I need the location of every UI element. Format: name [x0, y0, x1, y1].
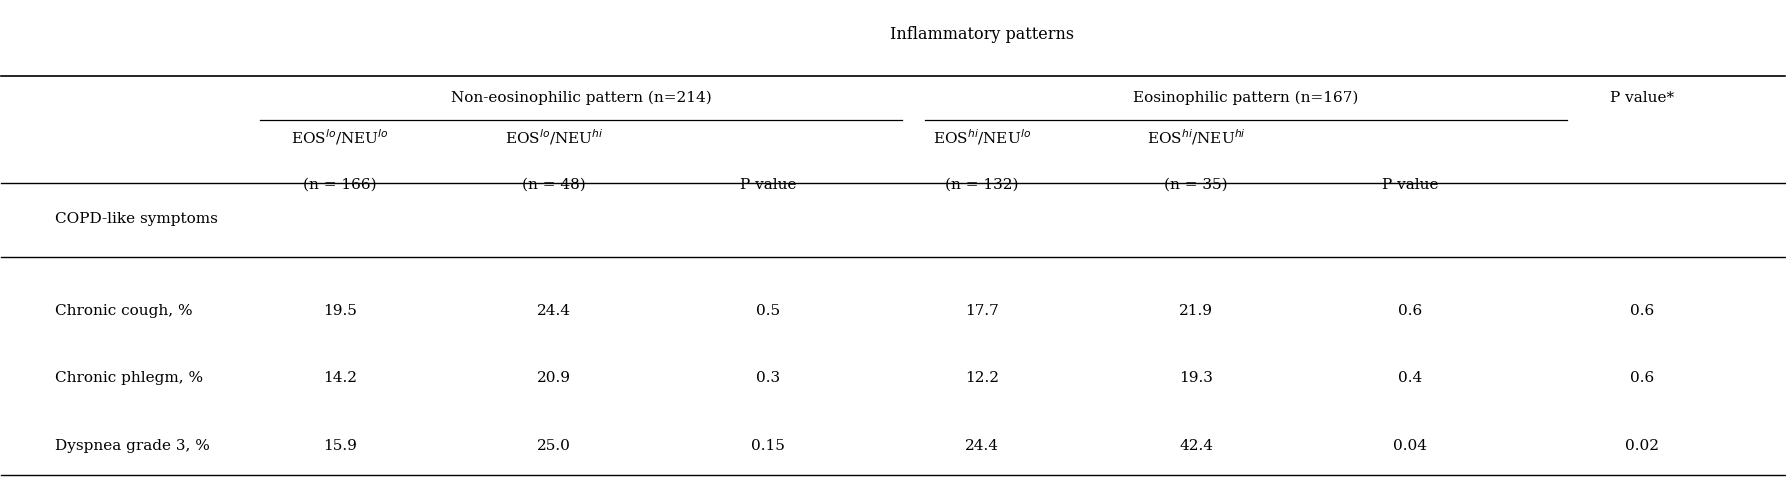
Text: P value: P value — [1382, 178, 1438, 192]
Text: Dyspnea grade 3, %: Dyspnea grade 3, % — [55, 439, 209, 453]
Text: 19.3: 19.3 — [1179, 371, 1213, 385]
Text: Non-eosinophilic pattern (n=214): Non-eosinophilic pattern (n=214) — [450, 91, 711, 105]
Text: (n = 166): (n = 166) — [304, 178, 377, 192]
Text: 20.9: 20.9 — [538, 371, 572, 385]
Text: (n = 35): (n = 35) — [1164, 178, 1229, 192]
Text: EOS$^{hi}$/NEU$^{lo}$: EOS$^{hi}$/NEU$^{lo}$ — [932, 127, 1031, 147]
Text: Inflammatory patterns: Inflammatory patterns — [889, 26, 1073, 43]
Text: P value: P value — [739, 178, 797, 192]
Text: 15.9: 15.9 — [323, 439, 357, 453]
Text: (n = 48): (n = 48) — [522, 178, 586, 192]
Text: 0.4: 0.4 — [1398, 371, 1422, 385]
Text: 0.6: 0.6 — [1631, 304, 1654, 318]
Text: 0.3: 0.3 — [755, 371, 780, 385]
Text: 24.4: 24.4 — [964, 439, 998, 453]
Text: EOS$^{hi}$/NEU$^{hi}$: EOS$^{hi}$/NEU$^{hi}$ — [1147, 127, 1245, 147]
Text: 0.02: 0.02 — [1625, 439, 1659, 453]
Text: 12.2: 12.2 — [964, 371, 998, 385]
Text: 17.7: 17.7 — [964, 304, 998, 318]
Text: 24.4: 24.4 — [538, 304, 572, 318]
Text: 25.0: 25.0 — [538, 439, 572, 453]
Text: Eosinophilic pattern (n=167): Eosinophilic pattern (n=167) — [1134, 91, 1359, 105]
Text: 0.04: 0.04 — [1393, 439, 1427, 453]
Text: Chronic phlegm, %: Chronic phlegm, % — [55, 371, 204, 385]
Text: Chronic cough, %: Chronic cough, % — [55, 304, 193, 318]
Text: 19.5: 19.5 — [323, 304, 357, 318]
Text: 0.5: 0.5 — [755, 304, 780, 318]
Text: 42.4: 42.4 — [1179, 439, 1213, 453]
Text: 14.2: 14.2 — [323, 371, 357, 385]
Text: 0.6: 0.6 — [1398, 304, 1422, 318]
Text: 0.15: 0.15 — [752, 439, 786, 453]
Text: EOS$^{lo}$/NEU$^{hi}$: EOS$^{lo}$/NEU$^{hi}$ — [505, 127, 604, 147]
Text: P value*: P value* — [1609, 91, 1673, 105]
Text: COPD-like symptoms: COPD-like symptoms — [55, 212, 218, 226]
Text: (n = 132): (n = 132) — [945, 178, 1018, 192]
Text: 0.6: 0.6 — [1631, 371, 1654, 385]
Text: EOS$^{lo}$/NEU$^{lo}$: EOS$^{lo}$/NEU$^{lo}$ — [291, 127, 389, 147]
Text: 21.9: 21.9 — [1179, 304, 1213, 318]
